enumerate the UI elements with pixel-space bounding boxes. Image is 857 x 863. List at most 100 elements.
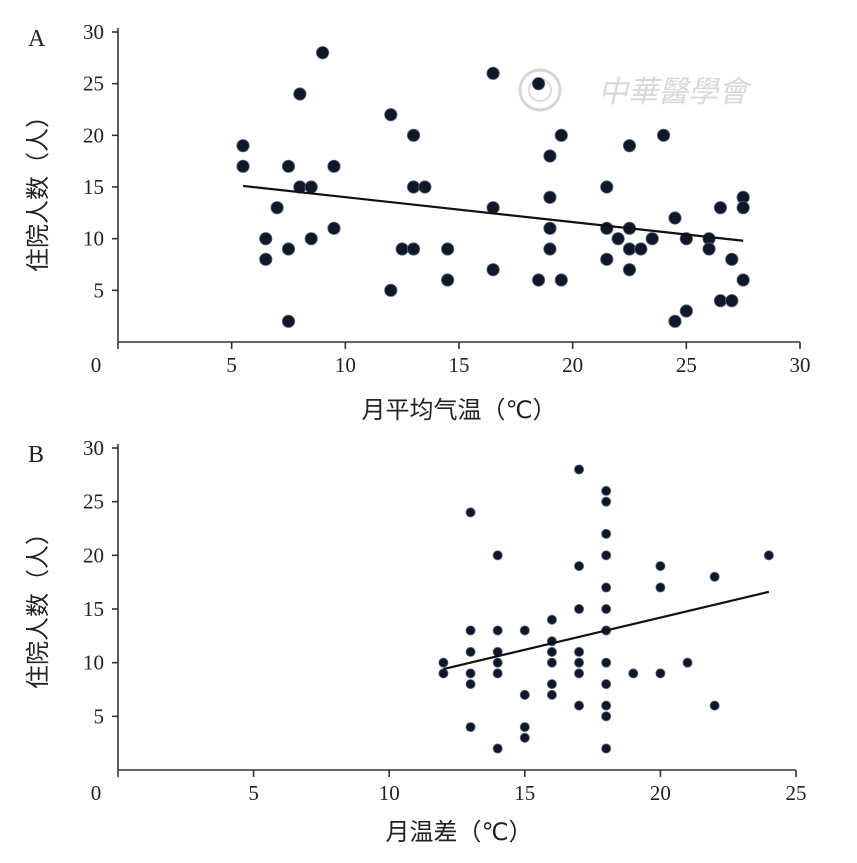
data-point <box>492 657 503 668</box>
data-point <box>601 743 612 754</box>
data-point <box>574 604 585 615</box>
x-tick-label: 30 <box>790 353 811 377</box>
data-point <box>601 485 612 496</box>
data-point <box>601 711 612 722</box>
data-point <box>395 242 409 256</box>
data-point <box>546 614 557 625</box>
data-point <box>634 242 648 256</box>
data-point <box>441 273 455 287</box>
data-point <box>655 561 666 572</box>
data-point <box>384 108 398 122</box>
watermark-text: 中華醫學會 <box>598 75 752 110</box>
data-point <box>406 128 421 142</box>
data-point <box>713 201 728 215</box>
x-tick-label: 10 <box>379 781 400 805</box>
data-point <box>519 732 530 743</box>
data-point <box>259 232 273 246</box>
data-point <box>682 657 693 668</box>
data-point <box>622 242 637 256</box>
data-point <box>270 201 284 215</box>
data-point <box>763 550 774 561</box>
data-point <box>628 668 639 679</box>
data-point <box>554 128 568 142</box>
data-point <box>546 689 557 700</box>
data-point <box>531 77 546 91</box>
data-point <box>465 668 476 679</box>
y-tick-label: 15 <box>83 175 104 199</box>
x-tick-label: 20 <box>650 781 671 805</box>
data-point <box>304 232 318 246</box>
panel-a-letter: A <box>28 26 46 52</box>
data-point <box>281 314 296 328</box>
data-point <box>465 646 476 657</box>
panel-b-points <box>438 464 774 754</box>
data-point <box>655 668 666 679</box>
watermark-seal-icon <box>518 68 562 112</box>
data-point <box>601 496 612 507</box>
data-point <box>668 314 682 328</box>
data-point <box>236 139 250 153</box>
data-point <box>725 252 739 266</box>
x-tick-label: 15 <box>514 781 535 805</box>
data-point <box>600 252 614 266</box>
y-tick-label: 30 <box>83 20 104 44</box>
trendline <box>242 184 744 242</box>
x-tick-label: 25 <box>786 781 807 805</box>
watermark: 中華醫學會 <box>518 68 752 112</box>
y-tick-label: 5 <box>94 278 105 302</box>
data-point <box>574 464 585 475</box>
data-point <box>486 66 500 80</box>
panel-b-trendline-group <box>443 590 770 671</box>
x-tick-label: 5 <box>248 781 259 805</box>
data-point <box>622 139 637 153</box>
data-point <box>406 180 421 194</box>
panel-a-trendline-group <box>242 184 744 242</box>
y-tick-label: 20 <box>83 543 104 567</box>
data-point <box>486 263 500 277</box>
data-point <box>438 668 449 679</box>
data-point <box>655 582 666 593</box>
data-point <box>327 159 341 173</box>
data-point <box>519 722 530 733</box>
trendline <box>443 590 770 671</box>
x-tick-label: 25 <box>676 353 697 377</box>
data-point <box>574 561 585 572</box>
y-tick-label: 10 <box>83 651 104 675</box>
x-tick-label: 0 <box>91 781 102 805</box>
panel-b-letter: B <box>28 442 44 468</box>
data-point <box>601 679 612 690</box>
data-point <box>554 273 568 287</box>
data-point <box>574 668 585 679</box>
y-tick-label: 5 <box>94 704 105 728</box>
data-point <box>601 657 612 668</box>
data-point <box>465 507 476 518</box>
panel-a: A 中華醫學會 0 5 10 15 20 25 30 5 10 15 20 25 30 月平均气温（℃）… <box>24 20 811 424</box>
data-point <box>543 221 557 235</box>
data-point <box>438 657 449 668</box>
data-point <box>725 294 739 308</box>
data-point <box>736 273 750 287</box>
data-point <box>236 159 250 173</box>
data-point <box>574 700 585 711</box>
x-tick-label: 5 <box>226 353 237 377</box>
data-point <box>543 149 557 163</box>
data-point <box>492 743 503 754</box>
data-point <box>304 180 318 194</box>
data-point <box>668 211 682 225</box>
y-tick-label: 10 <box>83 227 104 251</box>
panel-b-ylabel: 住院人数（人） <box>24 521 52 689</box>
panel-a-xlabel: 月平均气温（℃） <box>362 396 557 424</box>
y-tick-label: 25 <box>83 490 104 514</box>
data-point <box>611 232 625 246</box>
panel-b: B 0 5 10 15 20 25 5 10 15 20 25 30 月温差（℃） 住院人数（人） <box>24 436 807 846</box>
panel-a-ylabel: 住院人数（人） <box>24 104 52 272</box>
data-point <box>574 646 585 657</box>
data-point <box>441 242 455 256</box>
x-tick-label: 15 <box>449 353 470 377</box>
data-point <box>259 252 273 266</box>
data-point <box>622 263 637 277</box>
data-point <box>492 668 503 679</box>
data-point <box>281 242 296 256</box>
data-point <box>492 625 503 636</box>
